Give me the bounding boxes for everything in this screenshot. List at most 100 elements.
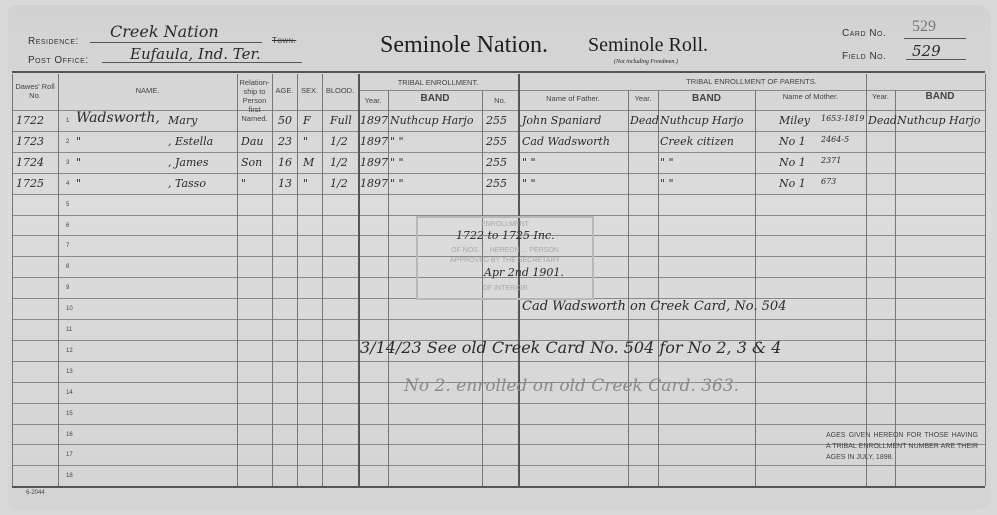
row-number: 17 bbox=[66, 452, 73, 459]
row-number: 6 bbox=[66, 222, 70, 229]
column-header-mother-year: Year. bbox=[872, 92, 889, 101]
column-line bbox=[518, 74, 520, 487]
column-header-no: No. bbox=[494, 96, 506, 105]
post-office-value: Eufaula, Ind. Ter. bbox=[130, 45, 261, 63]
row-number: 16 bbox=[66, 431, 73, 438]
row-line bbox=[12, 130, 985, 132]
table-bottom-rule bbox=[12, 486, 985, 489]
row-number: 13 bbox=[66, 368, 73, 375]
cell-blood: Full bbox=[330, 114, 352, 127]
row-line bbox=[12, 256, 985, 258]
column-line bbox=[388, 90, 389, 487]
column-line bbox=[985, 74, 986, 487]
cell-year: 1897 bbox=[360, 134, 388, 148]
note-line: Cad Wadsworth on Creek Card, No. 504 bbox=[522, 299, 787, 314]
cell-given: , Tasso bbox=[168, 176, 206, 190]
column-header-tribal-enrollment: TRIBAL ENROLLMENT. bbox=[397, 78, 479, 87]
column-header-dawes: Dawes' Roll No. bbox=[15, 82, 55, 100]
row-number: 10 bbox=[66, 306, 73, 313]
card-no-label: Card No. bbox=[842, 28, 887, 39]
row-number: 14 bbox=[66, 389, 73, 396]
row-line bbox=[12, 110, 985, 111]
cell-dawes: 1723 bbox=[16, 134, 44, 148]
column-header-mother: Name of Mother. bbox=[782, 92, 839, 101]
cell-blood: 1/2 bbox=[330, 155, 348, 169]
column-line bbox=[895, 90, 896, 487]
cell-no: 255 bbox=[486, 155, 507, 169]
cell-father-band: " " bbox=[660, 176, 674, 190]
subheader-line bbox=[358, 90, 518, 91]
column-header-band: BAND bbox=[420, 93, 450, 104]
cell-father-year: Dead bbox=[630, 114, 659, 127]
column-header-father-band: BAND bbox=[692, 93, 721, 104]
cell-relationship: Son bbox=[241, 155, 263, 169]
field-no-underline bbox=[906, 59, 966, 60]
row-number: 1 bbox=[66, 118, 70, 124]
title-roll: Seminole Roll. bbox=[588, 34, 708, 56]
cell-surname: " bbox=[76, 155, 82, 169]
column-header-parents: TRIBAL ENROLLMENT OF PARENTS. bbox=[686, 77, 817, 86]
card-no-value: 529 bbox=[912, 18, 936, 35]
cell-father: " " bbox=[522, 176, 536, 190]
row-line bbox=[12, 277, 985, 279]
cell-given: Mary bbox=[168, 114, 198, 127]
cell-mother-note: 2371 bbox=[821, 155, 842, 165]
cell-father: John Spaniard bbox=[522, 114, 602, 127]
cell-sex: M bbox=[303, 155, 315, 169]
cell-age: 23 bbox=[278, 134, 292, 148]
row-line bbox=[12, 319, 985, 320]
cell-blood: 1/2 bbox=[330, 134, 348, 148]
row-number: 15 bbox=[66, 410, 73, 417]
column-line bbox=[358, 74, 360, 487]
cell-relationship: Dau bbox=[241, 134, 264, 148]
cell-father: Cad Wadsworth bbox=[522, 134, 610, 148]
cell-blood: 1/2 bbox=[330, 176, 348, 190]
column-line bbox=[628, 90, 629, 487]
column-line bbox=[12, 74, 13, 487]
row-number: 2 bbox=[66, 138, 70, 145]
stamp-line: ENROLLMENT bbox=[481, 221, 529, 228]
column-header-relationship: Relation-ship to Person first Named. bbox=[239, 78, 270, 123]
stamp-line: OF NOS. ... HEREON ... PERSON bbox=[451, 247, 559, 254]
cell-dawes: 1724 bbox=[16, 155, 44, 169]
column-line bbox=[658, 90, 659, 487]
cell-year: 1897 bbox=[360, 114, 388, 127]
row-line bbox=[12, 172, 985, 174]
field-no-label: Field No. bbox=[842, 51, 887, 62]
form-number: 6-2044 bbox=[26, 490, 45, 496]
row-number: 9 bbox=[66, 285, 70, 292]
cell-mother: No 1 bbox=[779, 176, 806, 190]
cell-mother-note: 2464-5 bbox=[821, 134, 850, 144]
cell-no: 255 bbox=[486, 134, 507, 148]
cell-age: 16 bbox=[278, 155, 292, 169]
cell-dawes: 1722 bbox=[16, 114, 44, 127]
subtitle: (Not including Freedmen.) bbox=[614, 59, 678, 65]
cell-mother: No 1 bbox=[779, 155, 806, 169]
column-header-sex: SEX. bbox=[300, 86, 319, 95]
stamp-line: OF INTERIOR bbox=[482, 285, 528, 292]
cell-father-band: Nuthcup Harjo bbox=[660, 114, 744, 127]
column-header-age: AGE. bbox=[275, 86, 294, 95]
column-header-year: Year. bbox=[364, 96, 382, 105]
cell-father-band: " " bbox=[660, 155, 674, 169]
cell-age: 50 bbox=[278, 114, 292, 127]
cell-mother: No 1 bbox=[779, 134, 806, 148]
cell-mother: Miley bbox=[779, 114, 811, 127]
row-line bbox=[12, 423, 985, 425]
note-line: No 2. enrolled on old Creek Card. 363. bbox=[404, 376, 740, 396]
column-header-name: NAME. bbox=[135, 86, 160, 95]
row-number: 18 bbox=[66, 473, 73, 480]
cell-band: " " bbox=[390, 155, 404, 169]
town-label: Town. bbox=[272, 36, 297, 45]
column-header-mother-band: BAND bbox=[925, 91, 955, 102]
row-number: 11 bbox=[66, 327, 73, 333]
row-line bbox=[12, 360, 985, 362]
cell-mother-note: 673 bbox=[821, 176, 837, 186]
column-line bbox=[297, 74, 298, 487]
row-line bbox=[12, 339, 985, 341]
cell-sex: " bbox=[303, 134, 309, 148]
cell-dawes: 1725 bbox=[16, 176, 44, 190]
cell-surname: Wadsworth, bbox=[76, 110, 160, 126]
row-line bbox=[12, 193, 985, 195]
residence-label: Residence: bbox=[28, 36, 79, 47]
